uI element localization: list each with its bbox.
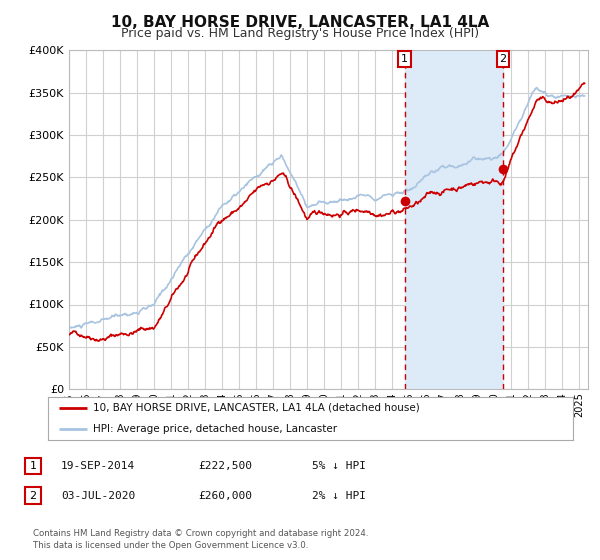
Text: 10, BAY HORSE DRIVE, LANCASTER, LA1 4LA (detached house): 10, BAY HORSE DRIVE, LANCASTER, LA1 4LA … [92, 403, 419, 413]
Bar [404, 50, 503, 389]
Text: Price paid vs. HM Land Registry's House Price Index (HPI): Price paid vs. HM Land Registry's House … [121, 27, 479, 40]
Text: Contains HM Land Registry data © Crown copyright and database right 2024.: Contains HM Land Registry data © Crown c… [33, 529, 368, 538]
Text: 03-JUL-2020: 03-JUL-2020 [61, 491, 136, 501]
Text: 1: 1 [29, 461, 37, 471]
Text: 2: 2 [499, 54, 506, 64]
Text: £260,000: £260,000 [198, 491, 252, 501]
Text: 10, BAY HORSE DRIVE, LANCASTER, LA1 4LA: 10, BAY HORSE DRIVE, LANCASTER, LA1 4LA [111, 15, 489, 30]
Text: £222,500: £222,500 [198, 461, 252, 471]
Text: HPI: Average price, detached house, Lancaster: HPI: Average price, detached house, Lanc… [92, 424, 337, 434]
Text: This data is licensed under the Open Government Licence v3.0.: This data is licensed under the Open Gov… [33, 541, 308, 550]
Text: 19-SEP-2014: 19-SEP-2014 [61, 461, 136, 471]
Text: 2: 2 [29, 491, 37, 501]
Text: 2% ↓ HPI: 2% ↓ HPI [312, 491, 366, 501]
Text: 1: 1 [401, 54, 408, 64]
Text: 5% ↓ HPI: 5% ↓ HPI [312, 461, 366, 471]
